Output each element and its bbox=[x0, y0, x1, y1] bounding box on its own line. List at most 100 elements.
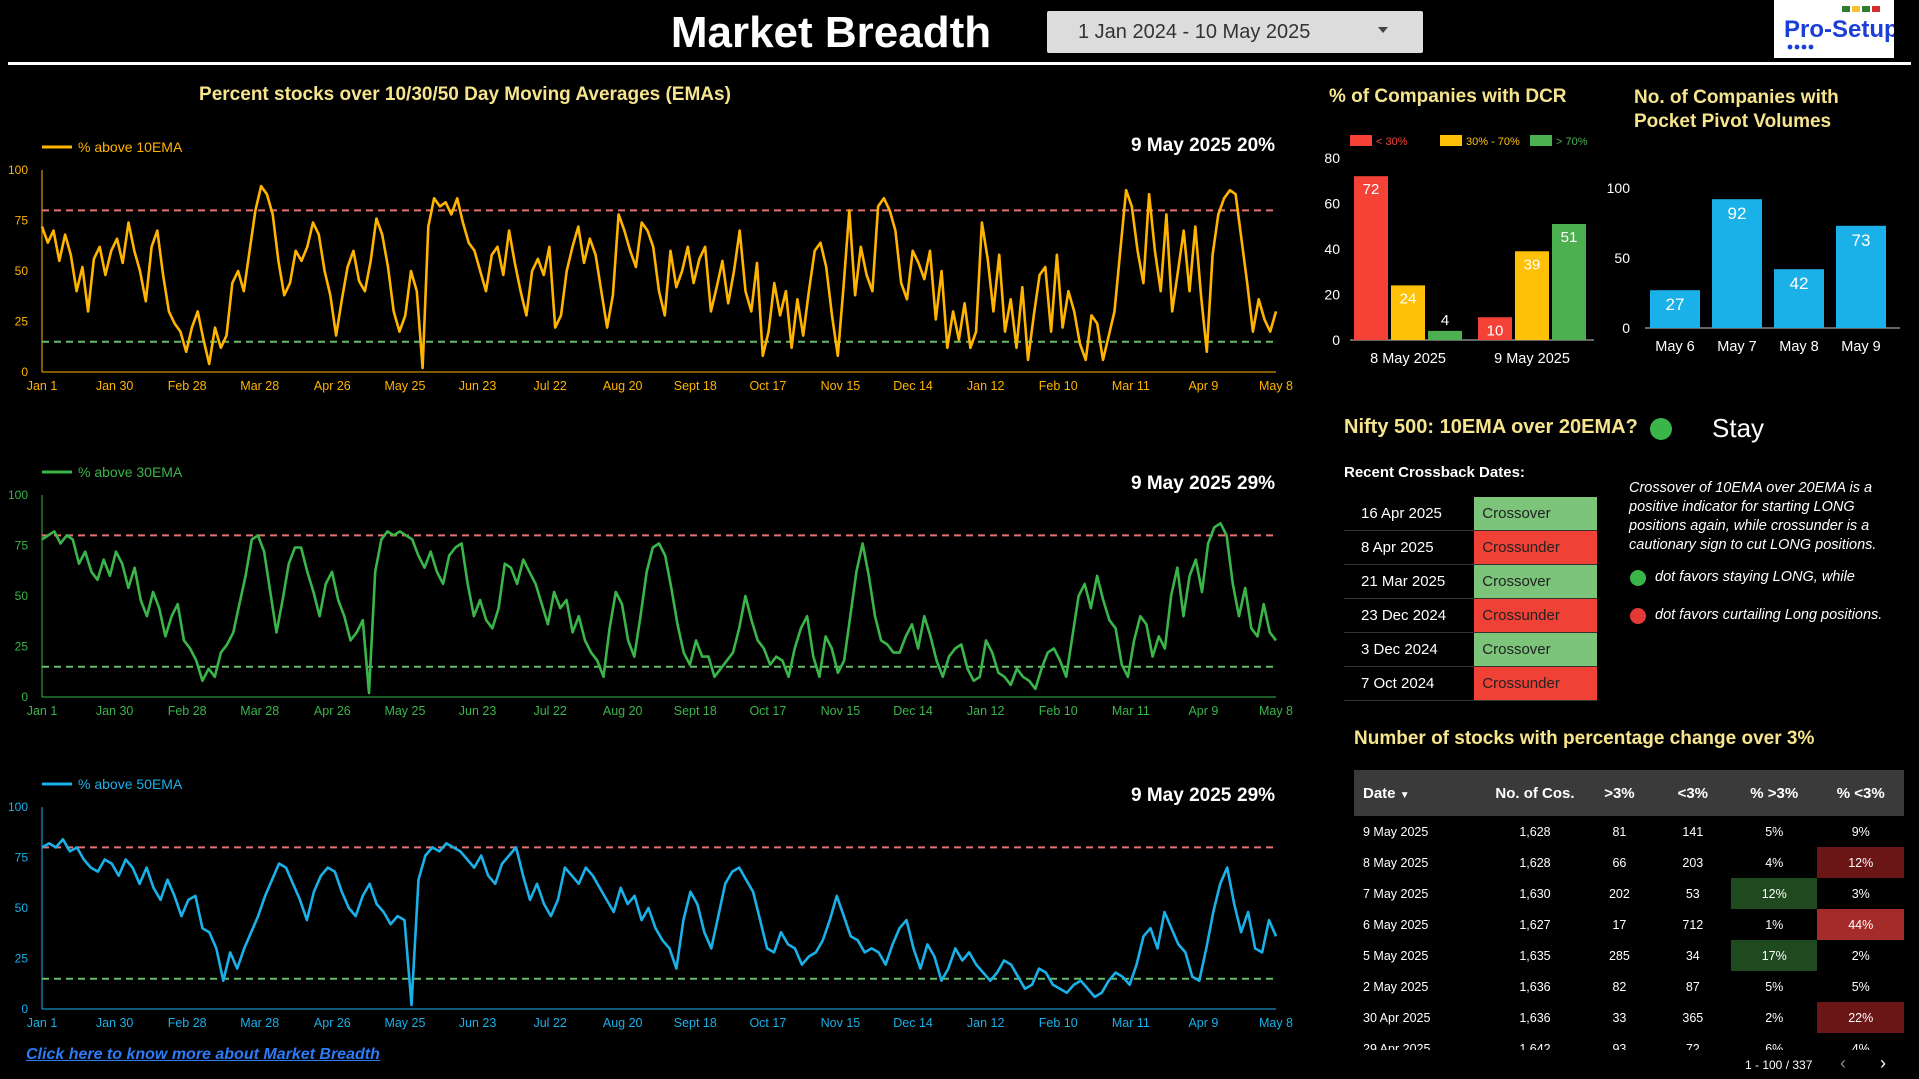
stocks-table-wrapper[interactable]: Date ▼ No. of Cos. >3% <3% % >3% % <3% 9… bbox=[1354, 770, 1904, 1050]
x-tick-label: Jun 23 bbox=[459, 704, 497, 718]
crossback-type: Crossunder bbox=[1474, 666, 1597, 701]
table-row: 9 May 2025 1,628 81 141 5% 9% bbox=[1354, 816, 1904, 847]
stocks-table-title: Number of stocks with percentage change … bbox=[1354, 728, 1815, 749]
x-tick-label: Apr 9 bbox=[1188, 1016, 1218, 1030]
x-tick-label: Jul 22 bbox=[533, 379, 566, 393]
next-page-icon[interactable]: › bbox=[1880, 1053, 1886, 1073]
x-tick-label: Nov 15 bbox=[821, 704, 861, 718]
legend-label: % above 50EMA bbox=[78, 776, 183, 792]
table-cell: 5% bbox=[1765, 979, 1784, 994]
chevron-down-icon[interactable] bbox=[1378, 27, 1388, 33]
crossback-row: 8 Apr 2025 Crossunder bbox=[1344, 530, 1597, 565]
x-tick-label: Jan 30 bbox=[96, 1016, 134, 1030]
table-row: 29 Apr 2025 1,642 93 72 6% 4% bbox=[1354, 1033, 1904, 1051]
ema30-chart-panel: % above 30EMA 0 25 50 75 100 Jan 1 Jan 30 Feb 28… bbox=[0, 455, 1300, 732]
table-cell: 1,628 bbox=[1519, 824, 1551, 839]
dcr-bar bbox=[1515, 251, 1549, 340]
x-tick-label: Jan 12 bbox=[967, 704, 1005, 718]
crossback-date: 3 Dec 2024 bbox=[1344, 632, 1475, 667]
table-cell: 53 bbox=[1685, 886, 1700, 901]
table-cell: 72 bbox=[1685, 1041, 1700, 1051]
x-tick-label: May 25 bbox=[384, 704, 425, 718]
x-tick-label: May 25 bbox=[384, 379, 425, 393]
x-tick-label: Jan 12 bbox=[967, 379, 1005, 393]
x-tick-label: Mar 11 bbox=[1112, 379, 1150, 393]
dcr-bar bbox=[1478, 317, 1512, 340]
table-cell: 2% bbox=[1851, 948, 1870, 963]
x-tick-label: Jan 30 bbox=[96, 704, 134, 718]
x-tick-label: Feb 10 bbox=[1039, 1016, 1078, 1030]
green-dot-legend: dot favors staying LONG, while bbox=[1655, 569, 1855, 585]
date-range-dropdown[interactable]: 1 Jan 2024 - 10 May 2025 bbox=[1047, 11, 1423, 53]
x-tick-label: May 8 bbox=[1259, 379, 1293, 393]
table-cell: 3% bbox=[1851, 886, 1870, 901]
crossback-date: 23 Dec 2024 bbox=[1344, 598, 1475, 633]
x-tick-label: Nov 15 bbox=[821, 379, 861, 393]
table-row: 8 May 2025 1,628 66 203 4% 12% bbox=[1354, 847, 1904, 878]
table-cell: 5% bbox=[1765, 824, 1784, 839]
table-cell: 44% bbox=[1817, 909, 1904, 940]
x-tick-label: Jul 22 bbox=[533, 704, 566, 718]
ema-section-title: Percent stocks over 10/30/50 Day Moving … bbox=[199, 84, 731, 105]
y-tick-label: 80 bbox=[1324, 150, 1340, 166]
dcr-bar-label: 39 bbox=[1524, 256, 1541, 273]
crossback-type: Crossunder bbox=[1474, 598, 1597, 633]
x-tick-label: Dec 14 bbox=[893, 704, 933, 718]
ema10-latest-value: 20% bbox=[1237, 135, 1276, 156]
x-tick-label: May 25 bbox=[384, 1016, 425, 1030]
dcr-bar bbox=[1354, 176, 1388, 340]
col-date[interactable]: Date ▼ bbox=[1354, 770, 1486, 816]
y-tick-label: 40 bbox=[1324, 241, 1340, 257]
date-range-value: 1 Jan 2024 - 10 May 2025 bbox=[1078, 21, 1311, 43]
x-tick-label: May 6 bbox=[1655, 339, 1695, 355]
dcr-bar-label: 4 bbox=[1441, 312, 1449, 329]
col-no-of-cos[interactable]: No. of Cos. bbox=[1485, 770, 1585, 816]
legend-label: % above 10EMA bbox=[78, 139, 183, 155]
x-tick-label: Jul 22 bbox=[533, 1016, 566, 1030]
crossback-row: 21 Mar 2025 Crossover bbox=[1344, 564, 1597, 599]
x-tick-label: 8 May 2025 bbox=[1370, 351, 1446, 367]
x-tick-label: Mar 28 bbox=[240, 704, 279, 718]
ema10-chart-panel: % above 10EMA 0 25 50 75 100 Jan 1 Jan 30 Feb 28… bbox=[0, 130, 1300, 407]
x-tick-label: Apr 26 bbox=[314, 1016, 351, 1030]
y-tick-label: 100 bbox=[1607, 180, 1631, 196]
ema10-latest-date: 9 May 2025 bbox=[1131, 135, 1232, 156]
x-tick-label: Dec 14 bbox=[893, 1016, 933, 1030]
table-row: 7 May 2025 1,630 202 53 12% 3% bbox=[1354, 878, 1904, 909]
logo-graphic: Pro-Setups bbox=[1784, 6, 1912, 50]
x-tick-label: Mar 11 bbox=[1112, 1016, 1150, 1030]
y-tick-label: 50 bbox=[15, 264, 29, 278]
col-pct-under-3[interactable]: % <3% bbox=[1817, 770, 1904, 816]
table-cell: 1,636 bbox=[1519, 979, 1551, 994]
table-cell: 17 bbox=[1612, 917, 1627, 932]
market-breadth-link[interactable]: Click here to know more about Market Bre… bbox=[26, 1046, 380, 1063]
y-tick-label: 75 bbox=[15, 539, 29, 553]
table-cell: 29 Apr 2025 bbox=[1363, 1041, 1431, 1051]
ema50-latest-value: 29% bbox=[1237, 785, 1276, 806]
series-line bbox=[40, 184, 1278, 370]
ema50-chart: % above 50EMA 0 25 50 75 100 Jan 1 Jan 30 Feb 28… bbox=[8, 776, 1293, 1030]
prev-page-icon[interactable]: ‹ bbox=[1840, 1053, 1846, 1073]
col-pct-over-3[interactable]: % >3% bbox=[1731, 770, 1818, 816]
crossback-row: 23 Dec 2024 Crossunder bbox=[1344, 598, 1597, 633]
table-cell: 17% bbox=[1731, 940, 1818, 971]
x-tick-label: Apr 26 bbox=[314, 704, 351, 718]
crossback-row: 16 Apr 2025 Crossover bbox=[1344, 497, 1597, 531]
logo-text: Pro-Setups bbox=[1784, 16, 1894, 43]
sort-desc-icon[interactable]: ▼ bbox=[1399, 789, 1410, 801]
table-cell: 1,636 bbox=[1519, 1010, 1551, 1025]
dcr-bar-label: 10 bbox=[1487, 322, 1504, 339]
x-tick-label: Aug 20 bbox=[603, 704, 643, 718]
table-cell: 12% bbox=[1731, 878, 1818, 909]
table-cell: 93 bbox=[1612, 1041, 1627, 1051]
table-cell: 33 bbox=[1612, 1010, 1627, 1025]
col-under-3[interactable]: <3% bbox=[1654, 770, 1732, 816]
crossback-row: 7 Oct 2024 Crossunder bbox=[1344, 666, 1597, 701]
x-tick-label: May 8 bbox=[1779, 339, 1819, 355]
pocket-pivot-bar-label: 73 bbox=[1852, 231, 1871, 250]
red-dot-legend: dot favors curtailing Long positions. bbox=[1655, 607, 1883, 623]
table-row: 5 May 2025 1,635 285 34 17% 2% bbox=[1354, 940, 1904, 971]
col-over-3[interactable]: >3% bbox=[1584, 770, 1655, 816]
table-cell: 4% bbox=[1851, 1041, 1870, 1051]
x-tick-label: Jan 1 bbox=[27, 704, 58, 718]
